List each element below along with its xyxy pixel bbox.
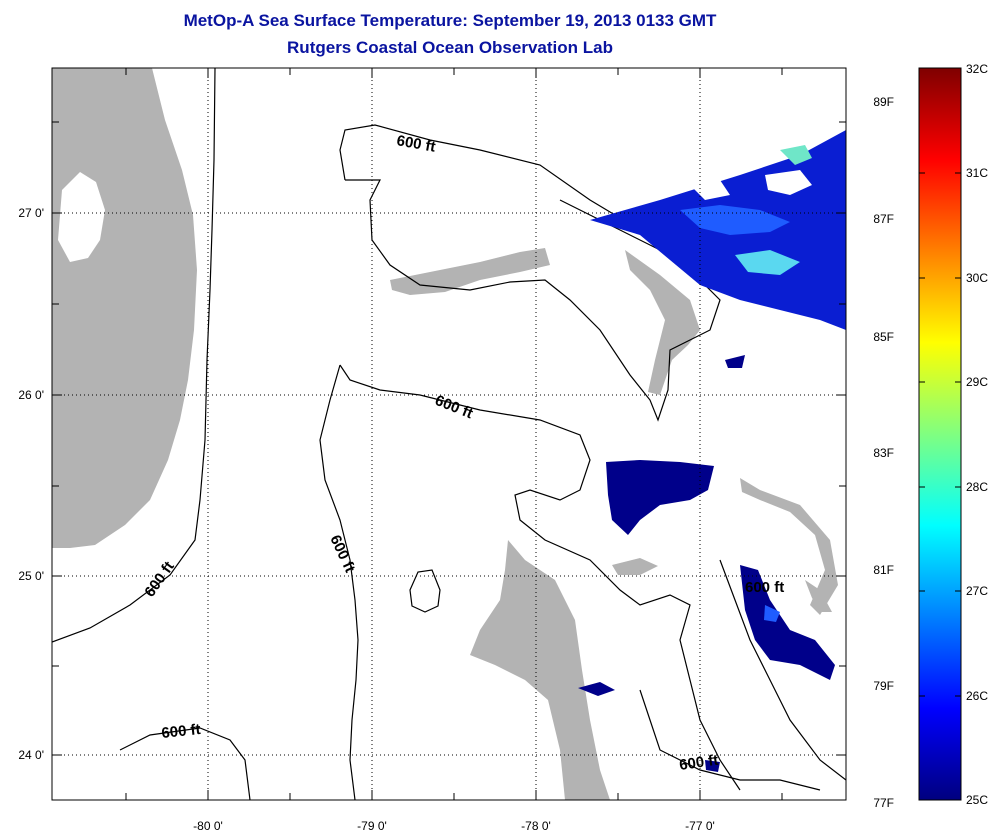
abaco-land [625,250,700,395]
contour-label: 600 ft [161,721,202,742]
colorbar [918,67,962,801]
colorbar-c-label: 30C [966,271,989,285]
sst-swath [578,130,846,772]
colorbar-c-label: 29C [966,375,989,389]
contour-label: 600 ft [678,752,719,774]
contour-label: 600 ft [433,392,476,422]
x-tick-label: -79 0' [357,819,387,833]
colorbar-f-label: 83F [873,446,894,460]
map-grid [52,68,846,800]
contour-label: 600 ft [745,579,784,596]
y-tick-label: 26 0' [18,388,44,402]
eleuthera-land [740,478,838,615]
map-frame [51,67,847,801]
colorbar-c-label: 32C [966,62,989,76]
map-title: MetOp-A Sea Surface Temperature: Septemb… [183,11,717,30]
y-tick-label: 27 0' [18,206,44,220]
colorbar-c-label: 25C [966,793,989,807]
x-tick-label: -80 0' [193,819,223,833]
colorbar-f-label: 77F [873,796,894,810]
x-tick-label: -77 0' [685,819,715,833]
colorbar-c-label: 31C [966,166,989,180]
lake-okeechobee [58,172,105,262]
colorbar-f-label: 81F [873,563,894,577]
contour-label: 600 ft [395,132,437,156]
andros-land [470,540,610,800]
colorbar-f-label: 87F [873,212,894,226]
depth-contours [52,68,846,800]
berry-islands-land [612,558,658,575]
contour-label: 600 ft [326,533,358,576]
colorbar-c-label: 26C [966,689,989,703]
y-tick-label: 25 0' [18,569,44,583]
grand-bahama-land [390,248,550,295]
colorbar-c-label: 27C [966,584,989,598]
x-tick-label: -78 0' [521,819,551,833]
y-tick-label: 24 0' [18,748,44,762]
colorbar-f-label: 85F [873,330,894,344]
florida-land [52,68,197,548]
colorbar-c-label: 28C [966,480,989,494]
map-subtitle: Rutgers Coastal Ocean Observation Lab [287,38,613,57]
exumas-land [805,580,832,612]
contour-label: 600 ft [141,558,177,600]
colorbar-f-label: 79F [873,679,894,693]
axis-ticks [52,68,846,800]
colorbar-f-label: 89F [873,95,894,109]
colorbar-ticks [919,172,961,697]
